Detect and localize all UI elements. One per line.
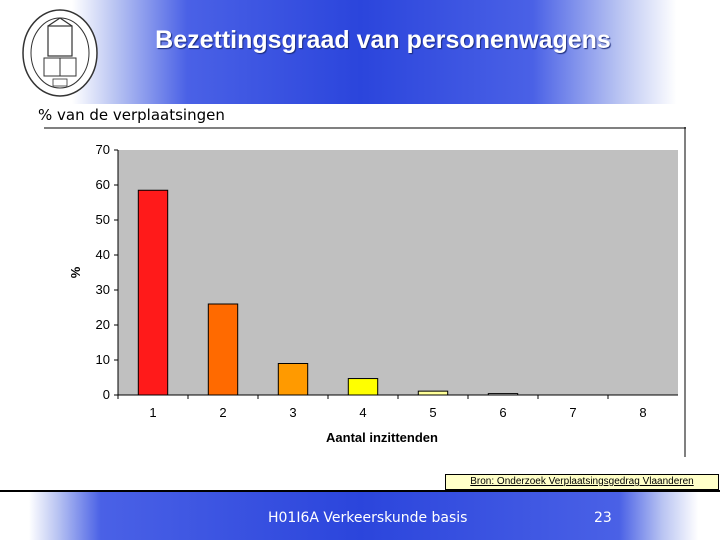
slide-title: Bezettingsgraad van personenwagens	[155, 26, 611, 54]
x-tick-label: 2	[219, 405, 226, 420]
y-tick-label: 20	[96, 317, 110, 332]
y-tick-label: 30	[96, 282, 110, 297]
source-note[interactable]: Bron: Onderzoek Verplaatsingsgedrag Vlaa…	[445, 474, 719, 490]
x-tick-label: 5	[429, 405, 436, 420]
bar-5	[417, 390, 449, 396]
footer-divider	[0, 490, 720, 492]
x-tick-label: 6	[499, 405, 506, 420]
bar-1	[137, 189, 169, 396]
bar-4	[347, 378, 379, 396]
x-tick-label: 3	[289, 405, 296, 420]
x-tick-label: 4	[359, 405, 366, 420]
slide-subtitle: % van de verplaatsingen	[38, 106, 225, 124]
page-number: 23	[594, 510, 612, 526]
university-seal-icon	[22, 9, 98, 97]
chart-svg: 0 10 20 30 40 50 60 70 1 2 3 4 5 6 7 8 % Aantal inzitt…	[44, 127, 686, 457]
y-tick-label: 70	[96, 142, 110, 157]
x-tick-label: 7	[569, 405, 576, 420]
x-tick-label: 8	[639, 405, 646, 420]
y-tick-label: 50	[96, 212, 110, 227]
slide-header: Bezettingsgraad van personenwagens	[0, 0, 720, 104]
y-axis-label: %	[68, 266, 83, 278]
y-tick-label: 0	[103, 387, 110, 402]
slide-footer	[0, 490, 720, 540]
x-axis-label: Aantal inzittenden	[326, 430, 438, 445]
bar-2	[207, 303, 239, 396]
plot-area	[118, 150, 678, 395]
y-tick-label: 40	[96, 247, 110, 262]
y-tick-label: 10	[96, 352, 110, 367]
footer-course: H01I6A Verkeerskunde basis	[268, 510, 468, 526]
bar-chart: 0 10 20 30 40 50 60 70 1 2 3 4 5 6 7 8 % Aantal inzitt…	[44, 127, 686, 457]
bar-3	[277, 363, 309, 396]
y-tick-label: 60	[96, 177, 110, 192]
x-tick-label: 1	[149, 405, 156, 420]
